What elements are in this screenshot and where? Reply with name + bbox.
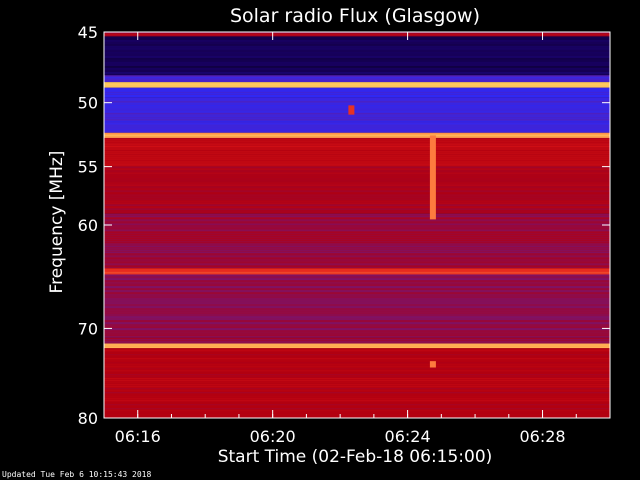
x-axis-label: Start Time (02-Feb-18 06:15:00) — [218, 447, 493, 467]
spectral-band — [104, 343, 610, 349]
x-tick-label: 06:16 — [115, 427, 161, 446]
spectral-band — [104, 36, 610, 76]
spectral-band — [104, 32, 610, 37]
spectral-band — [104, 268, 610, 275]
x-tick-label: 06:28 — [519, 427, 565, 446]
x-tick-label: 06:20 — [250, 427, 296, 446]
y-tick-label: 55 — [78, 158, 98, 177]
x-axis-ticks: 06:16 06:20 06:24 06:28 — [115, 32, 577, 446]
spectral-band — [104, 337, 610, 344]
spectral-band — [104, 75, 610, 83]
burst-feature — [429, 135, 436, 220]
plot-area — [103, 31, 611, 419]
y-tick-label: 60 — [78, 216, 98, 235]
y-tick-label: 45 — [78, 23, 98, 42]
y-tick-label: 70 — [78, 319, 98, 338]
spectral-band — [104, 82, 610, 88]
spectral-band — [104, 97, 610, 133]
y-tick-label: 80 — [78, 409, 98, 428]
y-axis-ticks: 45 50 55 60 70 80 — [78, 23, 610, 428]
spectral-band — [104, 137, 610, 167]
updated-timestamp: Updated Tue Feb 6 10:15:43 2018 — [2, 470, 152, 479]
chart-title: Solar radio Flux (Glasgow) — [230, 5, 480, 27]
y-tick-label: 50 — [78, 94, 98, 113]
y-axis-label: Frequency [MHz] — [47, 151, 67, 294]
spectral-band — [104, 87, 610, 98]
spectral-band — [104, 166, 610, 214]
burst-feature — [429, 361, 436, 368]
x-tick-label: 06:24 — [385, 427, 431, 446]
spectral-band — [104, 213, 610, 269]
spectral-band — [104, 348, 610, 418]
burst-feature — [348, 105, 355, 115]
spectral-band — [104, 274, 610, 338]
spectral-band — [104, 132, 610, 138]
